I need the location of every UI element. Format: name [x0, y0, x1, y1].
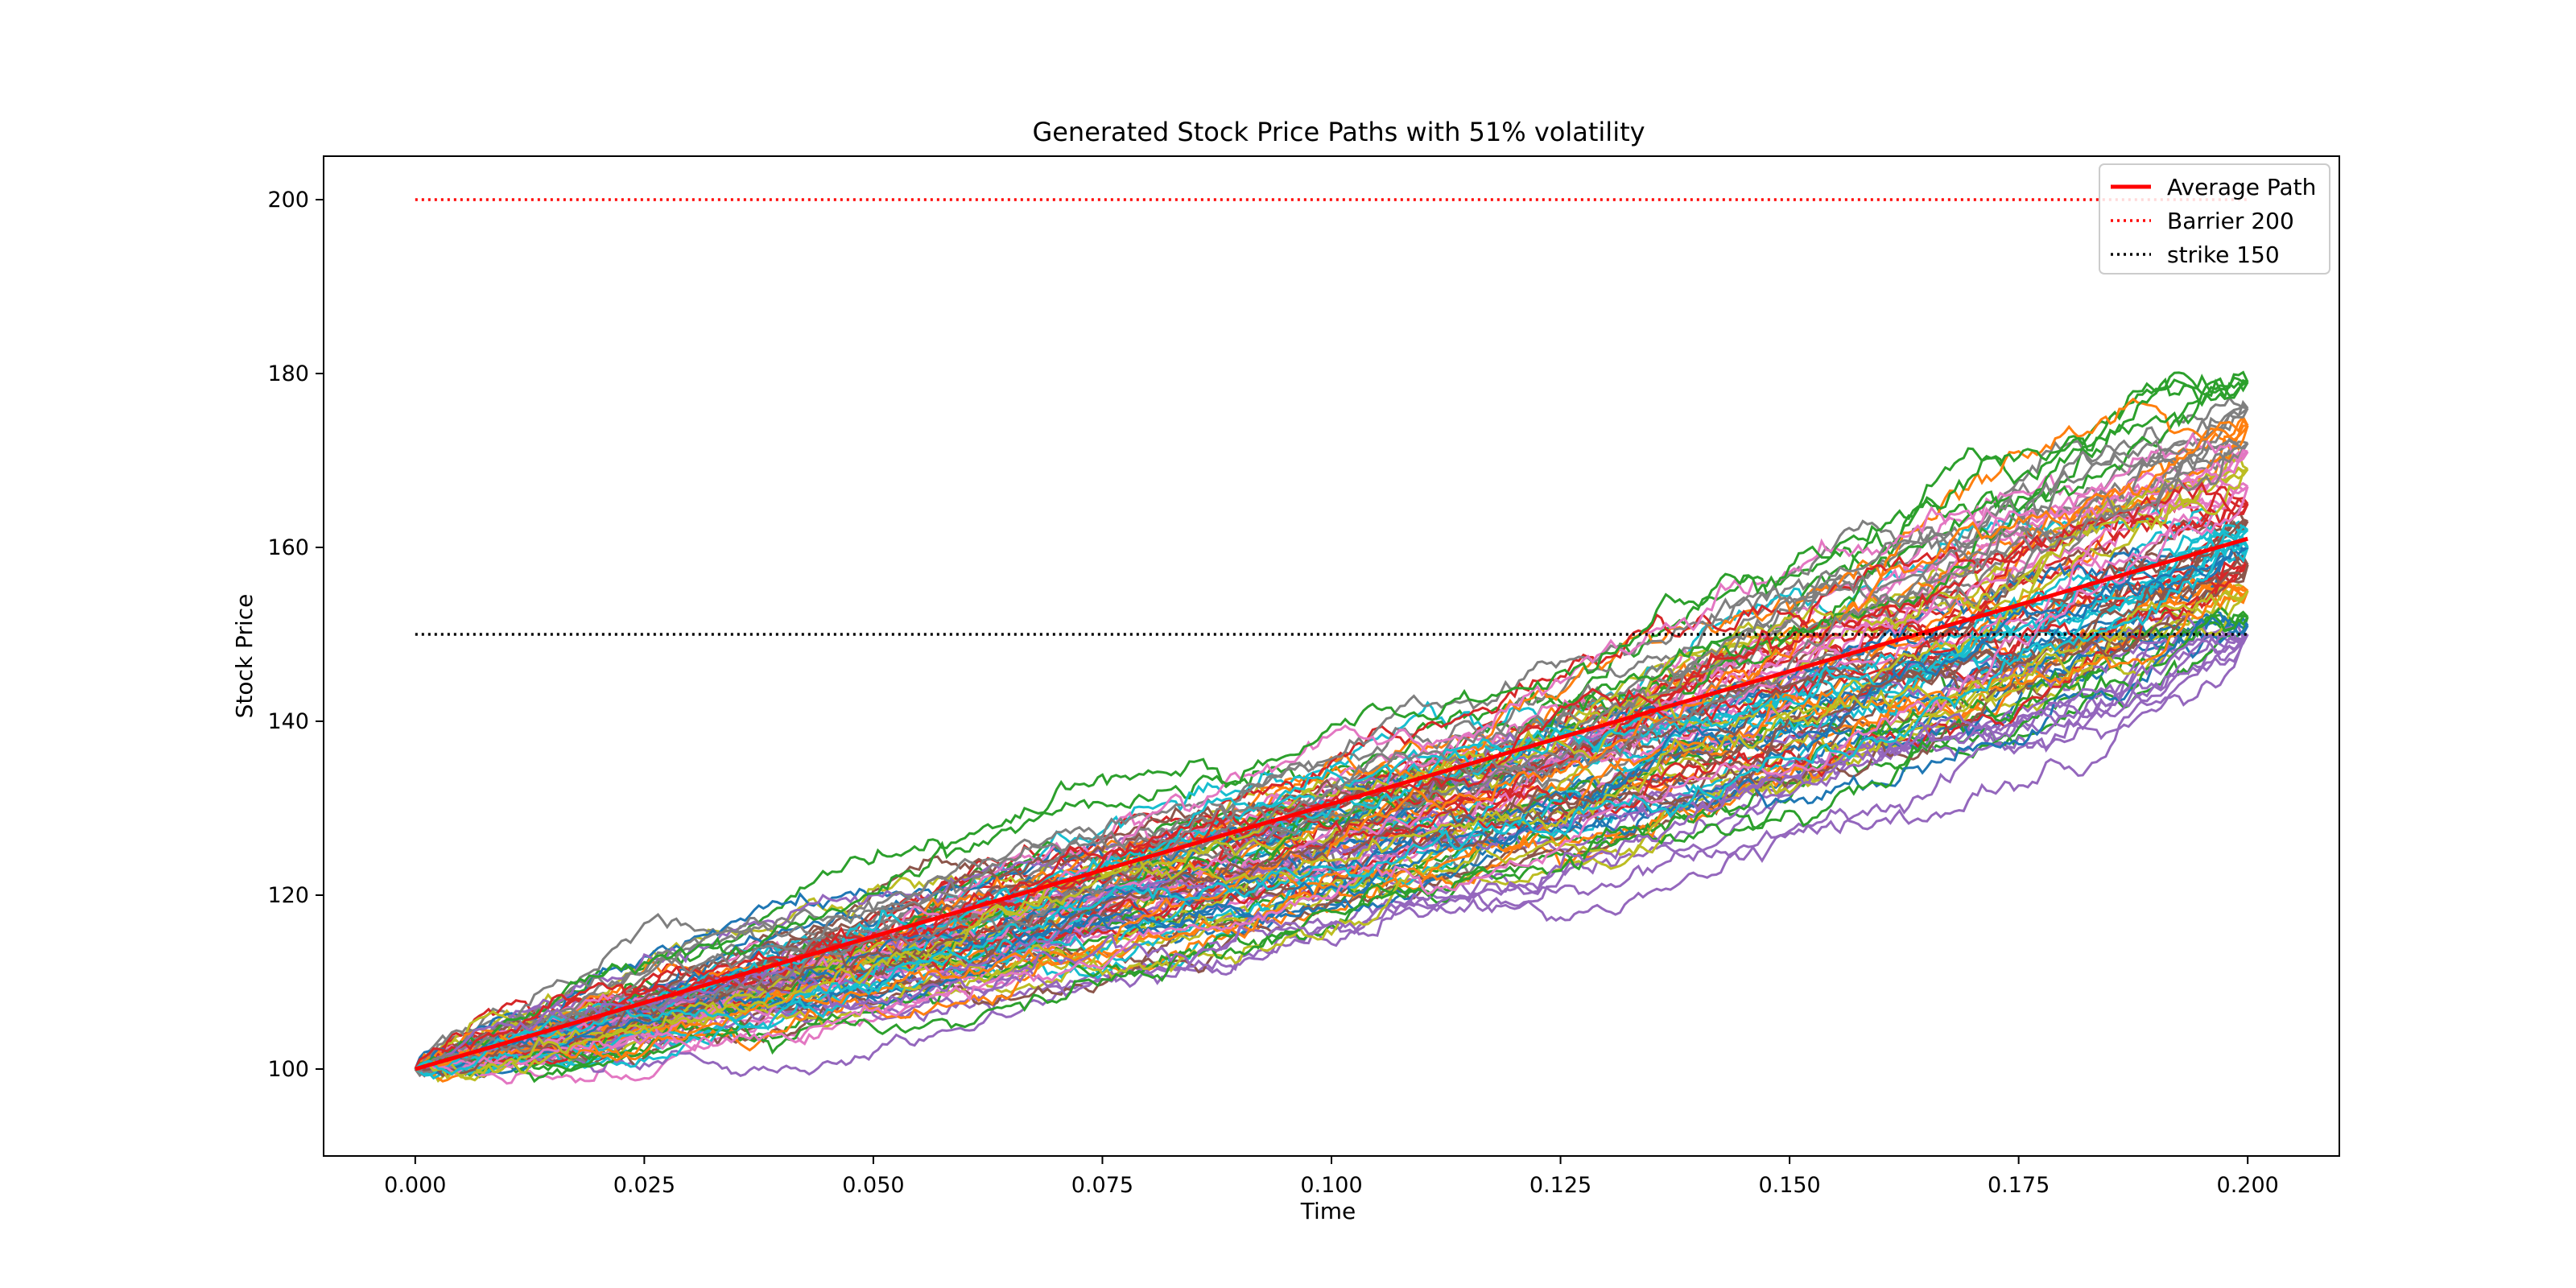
price-path	[415, 564, 2249, 1074]
x-tick-label: 0.100	[1300, 1173, 1362, 1198]
price-path	[415, 633, 2248, 1077]
average-path-line	[415, 536, 2248, 1071]
x-tick-label: 0.125	[1530, 1173, 1591, 1198]
y-tick-label: 160	[267, 535, 309, 560]
y-tick-label: 140	[267, 709, 309, 734]
y-axis: 100 120 140 160 180 200	[267, 188, 324, 1082]
y-tick-label: 120	[267, 883, 309, 908]
x-tick-label: 0.175	[1988, 1173, 2050, 1198]
price-path	[415, 439, 2249, 1071]
price-path	[414, 404, 2248, 1078]
price-path	[414, 485, 2249, 1075]
price-path	[415, 518, 2249, 1077]
legend-frame	[2099, 163, 2330, 275]
legend-label: strike 150	[2167, 242, 2280, 268]
price-path	[415, 418, 2249, 1072]
price-path	[415, 590, 2249, 1071]
price-path	[414, 564, 2249, 1071]
x-axis-label: Time	[1300, 1198, 1356, 1224]
price-path	[414, 451, 2249, 1070]
x-axis: 0.000 0.025 0.050 0.075 0.100 0.125 0.150 0.175…	[384, 1156, 2279, 1198]
price-path	[415, 442, 2249, 1072]
legend: Average Path Barrier 200 strike 150	[2099, 163, 2330, 275]
price-path	[415, 377, 2248, 1071]
x-tick-label: 0.000	[384, 1173, 446, 1198]
price-path	[414, 590, 2249, 1080]
price-path	[414, 577, 2248, 1070]
x-tick-label: 0.150	[1758, 1173, 1820, 1198]
chart-title: Generated Stock Price Paths with 51% vol…	[1032, 117, 1645, 147]
y-tick-label: 200	[267, 188, 309, 213]
reference-lines	[415, 198, 2248, 1071]
x-tick-label: 0.075	[1071, 1173, 1133, 1198]
x-tick-label: 0.025	[613, 1173, 675, 1198]
x-tick-label: 0.200	[2217, 1173, 2279, 1198]
simulated-paths	[414, 370, 2249, 1085]
price-path	[414, 539, 2249, 1076]
x-tick-label: 0.050	[842, 1173, 904, 1198]
price-path	[414, 613, 2249, 1072]
price-path	[415, 564, 2249, 1078]
legend-label: Average Path	[2167, 174, 2316, 200]
y-tick-label: 180	[267, 361, 309, 386]
y-axis-label: Stock Price	[231, 594, 258, 719]
price-path	[415, 634, 2249, 1072]
y-tick-label: 100	[267, 1057, 309, 1082]
legend-label: Barrier 200	[2167, 208, 2294, 234]
